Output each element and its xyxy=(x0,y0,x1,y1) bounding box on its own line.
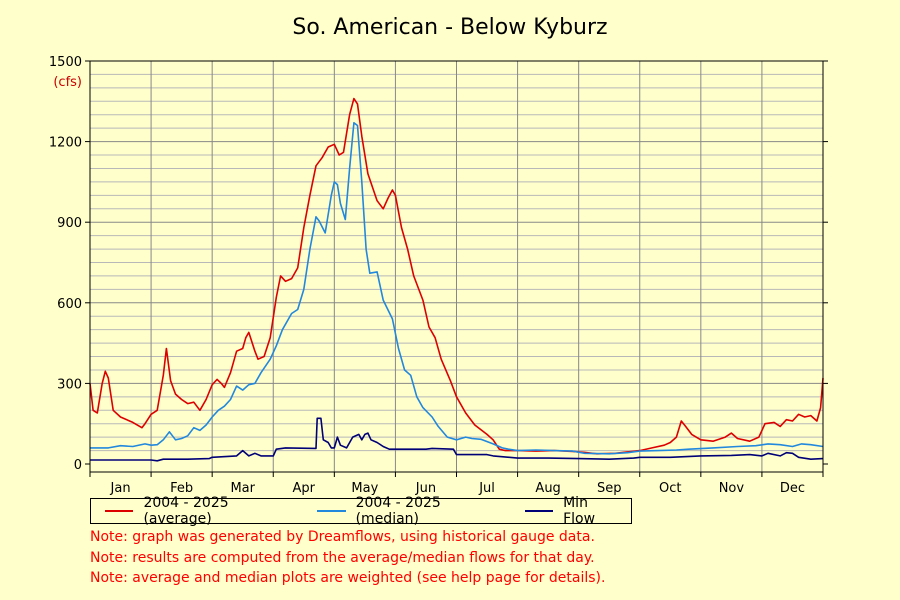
x-tick-label: Apr xyxy=(293,481,316,495)
note-line: Note: average and median plots are weigh… xyxy=(90,570,606,586)
chart-title: So. American - Below Kyburz xyxy=(292,15,607,40)
series-line-0 xyxy=(89,97,824,455)
x-tick-label: Jul xyxy=(478,481,495,495)
legend-item-min-flow: Min Flow xyxy=(524,495,621,527)
x-tick-label: Dec xyxy=(780,481,805,495)
series-line-2 xyxy=(90,417,824,462)
y-tick-label: 1200 xyxy=(49,136,82,151)
y-tick-label: 0 xyxy=(74,458,82,473)
grid xyxy=(90,61,823,472)
legend-label-min-flow: Min Flow xyxy=(563,495,596,527)
legend-label-average: 2004 - 2025 (average) xyxy=(143,495,229,527)
axes: 0 300 600 900 1200 1500 Jan Feb Mar Apr May Jun Jul A… xyxy=(49,55,828,495)
series-layer xyxy=(89,97,824,462)
x-tick-label: Nov xyxy=(719,481,745,495)
y-tick-label: 900 xyxy=(57,216,82,231)
note-line: Note: graph was generated by Dreamflows,… xyxy=(90,529,595,545)
notes: Note: graph was generated by Dreamflows,… xyxy=(90,527,605,589)
y-tick-label: 300 xyxy=(57,377,82,392)
legend-swatch-median xyxy=(317,510,346,512)
x-tick-label: Mar xyxy=(230,481,255,495)
x-tick-label: Sep xyxy=(597,481,622,495)
x-tick-label: May xyxy=(351,481,378,495)
flow-chart: So. American - Below Kyburz 0 300 600 900 12… xyxy=(49,15,828,495)
x-tick-label: Oct xyxy=(659,481,681,495)
note-line: Note: results are computed from the aver… xyxy=(90,549,595,566)
series-line-1 xyxy=(90,122,824,455)
y-tick-label: 600 xyxy=(57,297,82,312)
x-tick-label: Aug xyxy=(535,481,560,495)
legend: 2004 - 2025 (average) 2004 - 2025 (media… xyxy=(90,495,632,527)
legend-swatch-average xyxy=(105,510,134,512)
y-tick-label: 1500 xyxy=(49,55,82,70)
y-unit-label: (cfs) xyxy=(53,75,82,90)
x-tick-label: Jan xyxy=(110,481,131,495)
legend-label-median: 2004 - 2025 (median) xyxy=(355,495,441,527)
x-tick-label: Jun xyxy=(415,481,436,495)
legend-swatch-min-flow xyxy=(524,510,554,512)
legend-item-average: 2004 - 2025 (average) xyxy=(105,495,293,527)
x-tick-label: Feb xyxy=(170,481,193,495)
legend-item-median: 2004 - 2025 (median) xyxy=(317,495,501,527)
